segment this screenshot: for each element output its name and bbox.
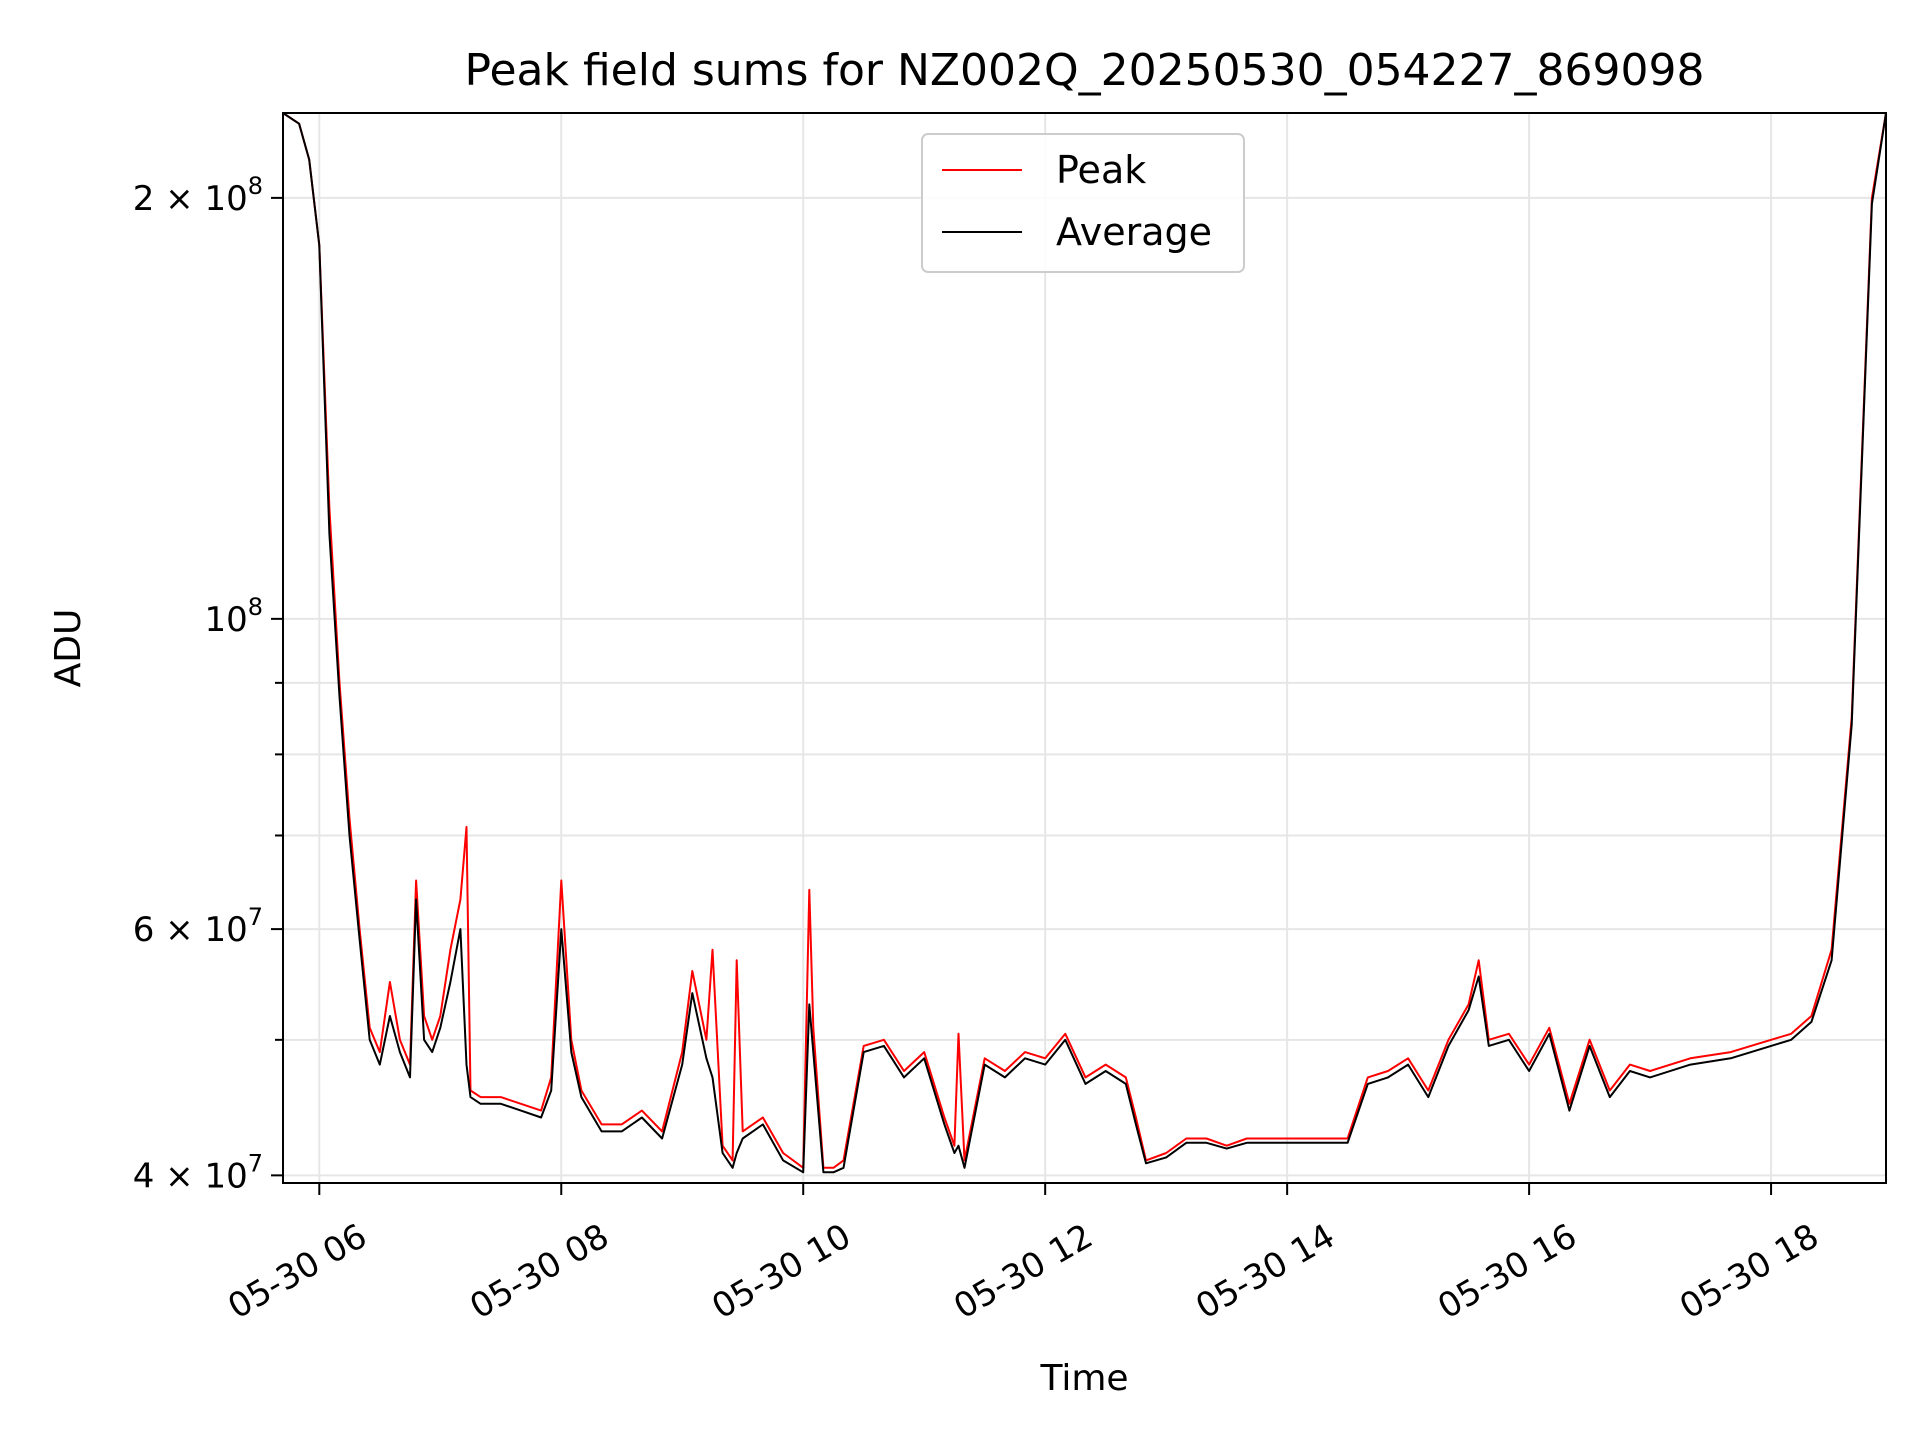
legend-label-average: Average	[1056, 210, 1212, 254]
y-tick-label: 6 × 107	[133, 903, 263, 950]
y-tick-label: 4 × 107	[133, 1149, 263, 1196]
chart-title: Peak field sums for NZ002Q_20250530_0542…	[464, 45, 1704, 96]
y-tick-label: 2 × 108	[133, 172, 263, 219]
series-line-average	[282, 112, 1887, 1174]
grid	[283, 113, 1886, 1183]
legend: Peak Average	[921, 133, 1245, 273]
x-axis-label: Time	[1039, 1358, 1128, 1399]
legend-label-peak: Peak	[1056, 148, 1146, 192]
legend-box	[921, 133, 1245, 273]
y-tick-label: 108	[204, 593, 263, 640]
series-line-peak	[282, 112, 1887, 1169]
plot-frame	[282, 112, 1887, 1184]
y-axis-label: ADU	[48, 609, 89, 688]
plot-lines	[282, 112, 1887, 1174]
